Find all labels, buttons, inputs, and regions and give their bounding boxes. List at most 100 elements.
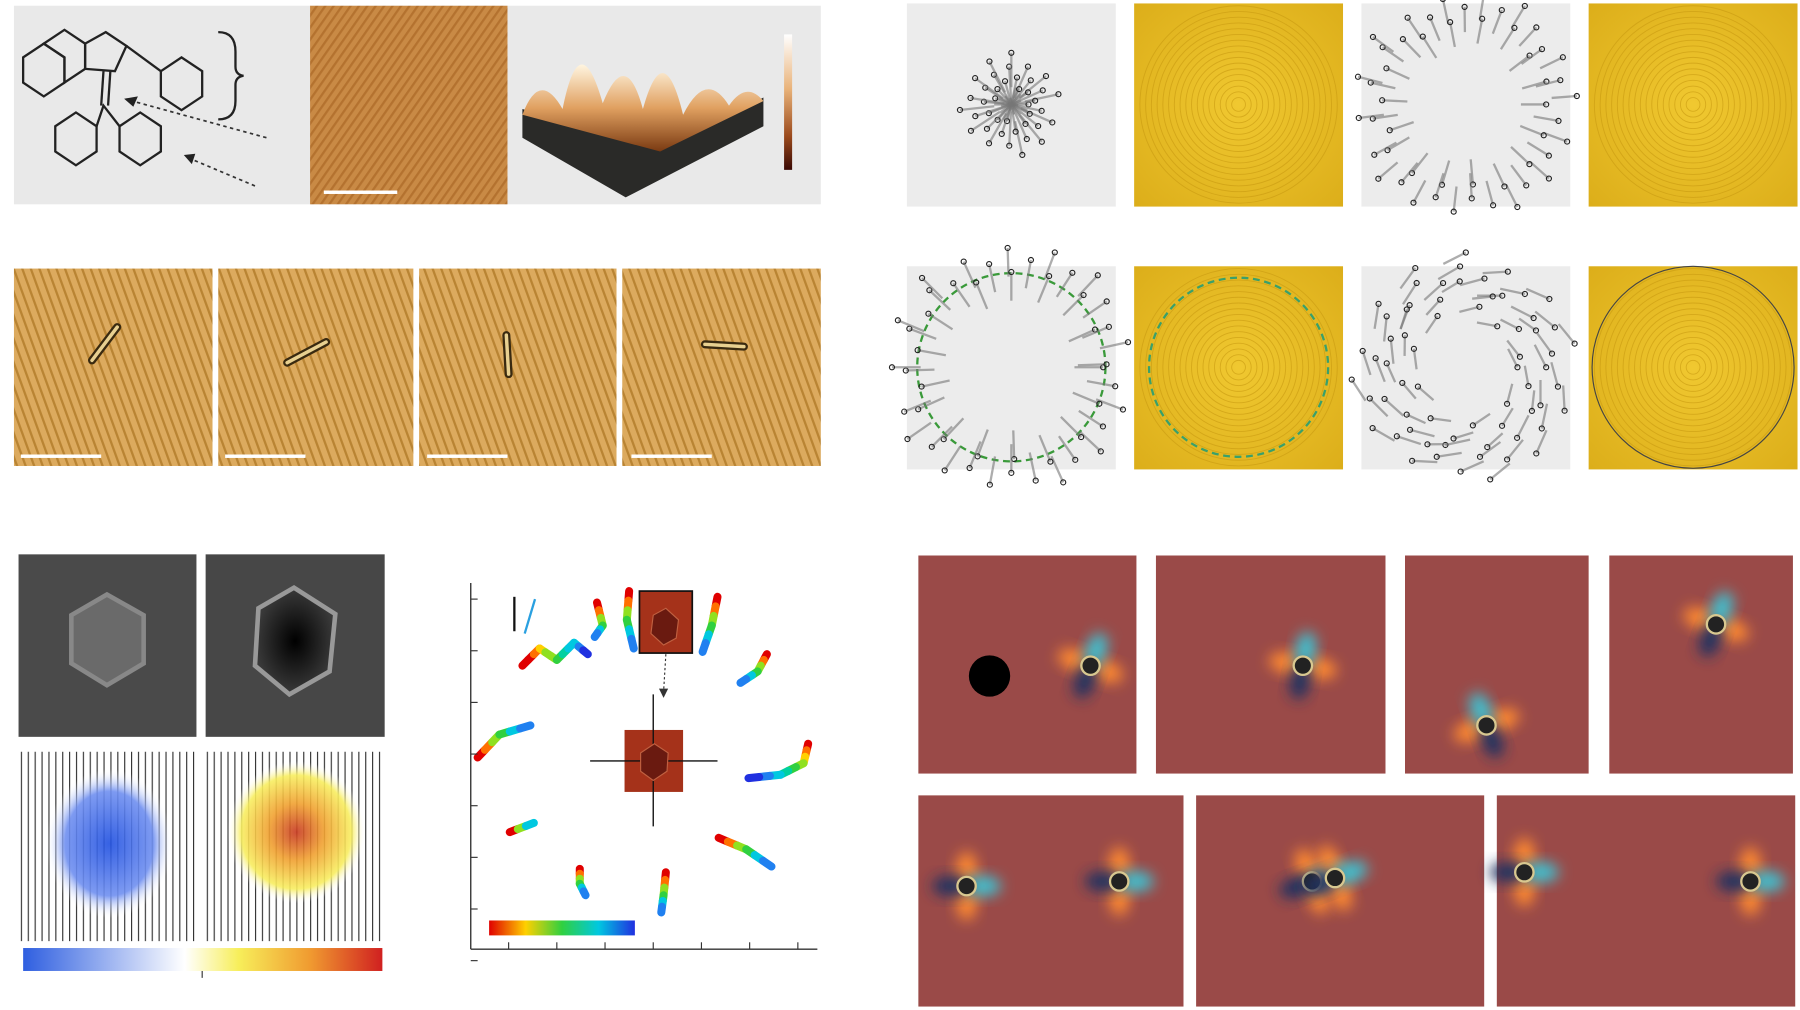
ring — [1645, 56, 1741, 152]
particle — [1355, 114, 1362, 122]
streak — [1507, 348, 1519, 368]
streak — [1381, 46, 1405, 63]
streak — [1409, 428, 1435, 438]
streak — [1377, 161, 1399, 180]
ring — [1208, 336, 1269, 398]
streak — [1534, 310, 1556, 329]
streak — [1472, 295, 1493, 300]
streak — [1516, 414, 1530, 439]
particle — [1504, 456, 1511, 463]
particle — [1516, 353, 1524, 360]
particle — [1399, 379, 1406, 387]
ring — [1225, 91, 1252, 118]
ring — [1622, 296, 1764, 438]
particle — [1494, 323, 1501, 330]
particle — [1406, 302, 1413, 309]
streak — [1510, 5, 1526, 29]
streak — [1562, 385, 1566, 411]
streak — [1068, 328, 1096, 343]
streak — [1389, 121, 1415, 132]
particle — [1469, 422, 1476, 429]
ring — [1685, 359, 1701, 375]
streak — [1406, 413, 1426, 425]
streak — [1011, 107, 1028, 140]
streak — [1099, 341, 1129, 350]
streak — [1406, 17, 1423, 40]
particle — [986, 481, 993, 488]
streak — [970, 111, 1001, 132]
streak — [1357, 75, 1383, 85]
ring — [1179, 308, 1298, 427]
streak — [1396, 435, 1422, 446]
particle — [1504, 268, 1511, 275]
particle — [1573, 92, 1580, 100]
ring — [1628, 39, 1758, 170]
ring — [1173, 302, 1304, 433]
particle — [1528, 407, 1536, 414]
particle — [1032, 97, 1039, 104]
particle — [918, 274, 926, 282]
streak — [1012, 430, 1016, 460]
streak — [1449, 21, 1456, 48]
streak — [1441, 280, 1461, 294]
particle — [1545, 152, 1552, 159]
particle — [928, 443, 935, 450]
streak — [1523, 365, 1530, 387]
particle — [1124, 339, 1132, 346]
ring — [1225, 354, 1252, 381]
particle — [1097, 448, 1104, 455]
particle — [994, 86, 1001, 93]
streak — [1499, 318, 1520, 331]
trajectory — [698, 639, 710, 656]
particle — [1371, 151, 1378, 158]
ring — [1674, 348, 1712, 387]
particle — [1514, 364, 1521, 371]
particle — [901, 408, 908, 415]
trajectory — [744, 772, 764, 783]
particle — [1078, 433, 1085, 441]
trajectory — [736, 675, 751, 687]
particle — [1046, 272, 1053, 280]
streak — [1460, 460, 1485, 473]
particle — [1016, 86, 1023, 93]
particle — [1096, 400, 1103, 407]
ring — [1668, 79, 1718, 130]
particle — [926, 287, 933, 294]
particle — [1080, 655, 1101, 677]
streak — [1459, 277, 1485, 287]
particle — [1476, 453, 1484, 460]
streak — [1505, 383, 1514, 405]
particle — [918, 383, 925, 390]
particle — [1372, 355, 1379, 362]
particle — [992, 95, 999, 102]
particle — [1530, 314, 1537, 322]
streak — [1421, 35, 1438, 59]
streak — [1518, 317, 1537, 332]
ring — [1662, 74, 1724, 135]
streak — [1510, 305, 1535, 320]
particle — [1511, 24, 1518, 31]
particle — [940, 436, 947, 443]
particle — [1525, 382, 1532, 390]
streak — [917, 349, 947, 357]
particle — [1439, 279, 1447, 287]
ring — [1173, 39, 1304, 170]
streak — [975, 282, 989, 310]
particle — [1055, 91, 1062, 98]
streak — [1400, 162, 1419, 183]
streak — [1508, 54, 1531, 72]
ring — [1605, 16, 1781, 193]
particle — [1498, 6, 1505, 14]
streak — [1010, 89, 1044, 106]
particle — [1012, 128, 1019, 135]
streak — [974, 104, 1009, 118]
particle — [1559, 54, 1566, 61]
streak — [943, 445, 962, 472]
trajectory — [657, 902, 667, 917]
streak — [1412, 179, 1427, 204]
particle — [1112, 383, 1119, 390]
streak — [1506, 339, 1521, 358]
particle — [1540, 132, 1547, 139]
particle — [972, 113, 979, 120]
trajectory — [627, 634, 638, 653]
